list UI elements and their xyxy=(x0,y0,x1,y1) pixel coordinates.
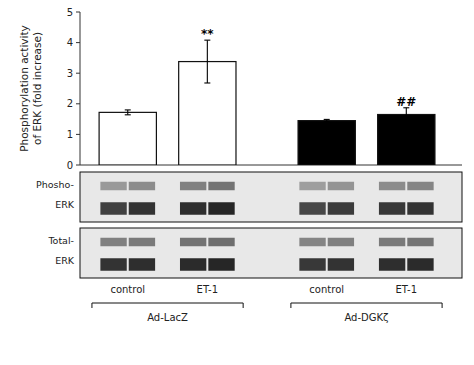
blot-band xyxy=(129,202,155,215)
y-tick xyxy=(76,134,80,135)
blot-band xyxy=(208,202,234,215)
blot-band xyxy=(407,202,433,215)
blot-panel: Total- ERK xyxy=(47,228,462,278)
y-tick xyxy=(76,103,80,104)
blot-band xyxy=(208,238,234,247)
blot-band xyxy=(129,182,155,191)
blot-band xyxy=(180,182,206,191)
group-label: Ad-LacZ xyxy=(147,312,188,323)
category-label: ET-1 xyxy=(197,284,218,295)
group-label: Ad-DGKζ xyxy=(344,312,388,323)
error-bar xyxy=(125,110,131,115)
category-label: control xyxy=(309,284,344,295)
y-tick-label: 0 xyxy=(67,160,73,171)
blot-band xyxy=(180,258,206,271)
blot-band xyxy=(328,238,354,247)
blot-label: ERK xyxy=(55,199,75,210)
blot-band xyxy=(299,238,325,247)
blot-band xyxy=(208,182,234,191)
blot-background xyxy=(80,228,462,278)
y-tick-label: 3 xyxy=(67,68,73,79)
blot-band xyxy=(407,258,433,271)
category-label: control xyxy=(110,284,145,295)
blot-label: Phosho- xyxy=(36,179,74,190)
blot-band xyxy=(100,258,126,271)
y-tick-label: 2 xyxy=(67,98,73,109)
blot-band xyxy=(129,238,155,247)
y-axis-line xyxy=(80,12,81,165)
y-tick xyxy=(76,42,80,43)
y-axis: 0 1 2 3 4 5 xyxy=(67,7,462,171)
error-bar xyxy=(324,119,330,121)
y-tick xyxy=(76,73,80,74)
blot-band xyxy=(129,258,155,271)
y-tick-label: 4 xyxy=(67,37,73,48)
blot-band xyxy=(328,182,354,191)
blot-band xyxy=(328,258,354,271)
blot-band xyxy=(208,258,234,271)
y-tick-label: 1 xyxy=(67,129,73,140)
blot-label: Total- xyxy=(47,235,74,246)
blot-band xyxy=(299,202,325,215)
blot-band xyxy=(100,202,126,215)
blot-panel: Phosho- ERK xyxy=(36,172,462,222)
blot-band xyxy=(379,182,405,191)
blot-band xyxy=(328,202,354,215)
blot-band xyxy=(100,238,126,247)
blot-band xyxy=(379,258,405,271)
group-bracket xyxy=(291,303,442,308)
blot-band xyxy=(407,182,433,191)
x-labels: control ET-1 Ad-LacZ control ET-1 Ad-DGKζ xyxy=(92,284,442,323)
y-axis-label: Phosphorylation activityof ERK (fold inc… xyxy=(18,25,43,152)
blot-band xyxy=(379,238,405,247)
bar xyxy=(378,115,435,165)
annotations: ** ## xyxy=(201,27,416,109)
y-tick-label: 5 xyxy=(67,7,73,18)
error-bar xyxy=(204,40,210,83)
blot-band xyxy=(407,238,433,247)
y-tick xyxy=(76,12,80,13)
bar xyxy=(99,112,156,165)
y-tick xyxy=(76,165,80,166)
blot-band xyxy=(180,202,206,215)
group-bracket xyxy=(92,303,243,308)
blot-label: ERK xyxy=(55,255,75,266)
bar xyxy=(298,121,355,165)
error-bar xyxy=(403,108,409,121)
annotation: ** xyxy=(201,27,214,41)
blot-band xyxy=(180,238,206,247)
blot-band xyxy=(100,182,126,191)
blot-band xyxy=(299,258,325,271)
blot-background xyxy=(80,172,462,222)
chart: 0 1 2 3 4 5 Phosphorylation activityof ERK (fo… xyxy=(0,0,474,365)
category-label: ET-1 xyxy=(396,284,417,295)
blot-band xyxy=(379,202,405,215)
blot-band xyxy=(299,182,325,191)
annotation: ## xyxy=(396,95,416,109)
bars xyxy=(99,40,435,165)
